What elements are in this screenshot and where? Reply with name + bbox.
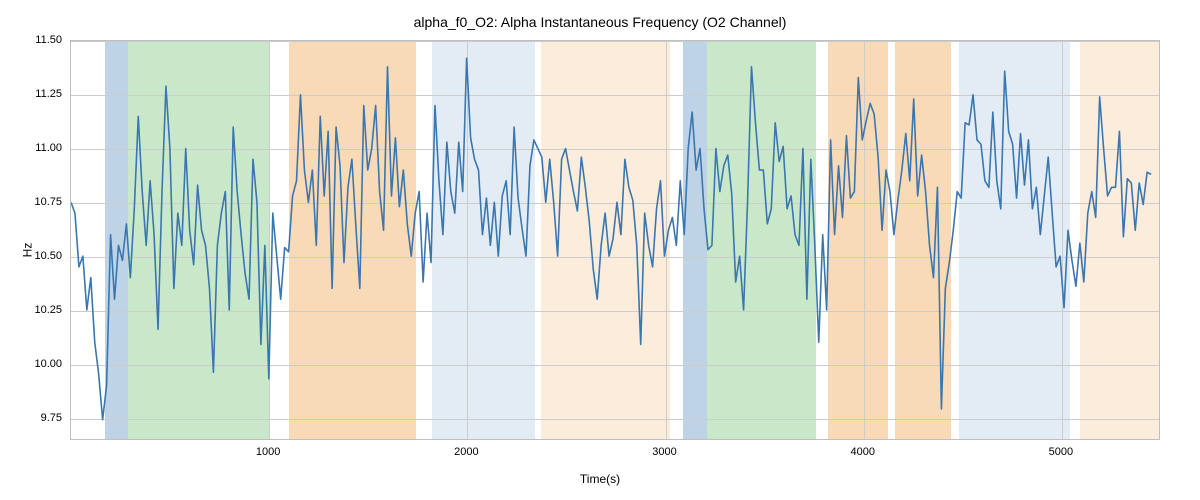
x-tick-label: 3000 [652,446,676,458]
x-tick-label: 2000 [454,446,478,458]
plot-area [70,40,1160,440]
data-line [71,58,1151,419]
x-axis-label: Time(s) [0,472,1200,486]
y-tick-label: 10.75 [2,196,62,208]
chart-container: 9.7510.0010.2510.5010.7511.0011.2511.501… [70,40,1160,440]
y-tick-label: 11.50 [2,34,62,46]
series-line-svg [71,41,1159,439]
y-axis-label: Hz [20,243,34,258]
chart-title: alpha_f0_O2: Alpha Instantaneous Frequen… [0,14,1200,30]
y-tick-label: 10.00 [2,358,62,370]
y-tick-label: 11.25 [2,88,62,100]
x-tick-label: 1000 [256,446,280,458]
x-tick-label: 5000 [1049,446,1073,458]
y-tick-label: 10.25 [2,304,62,316]
x-tick-label: 4000 [850,446,874,458]
y-tick-label: 11.00 [2,142,62,154]
y-tick-label: 9.75 [2,412,62,424]
